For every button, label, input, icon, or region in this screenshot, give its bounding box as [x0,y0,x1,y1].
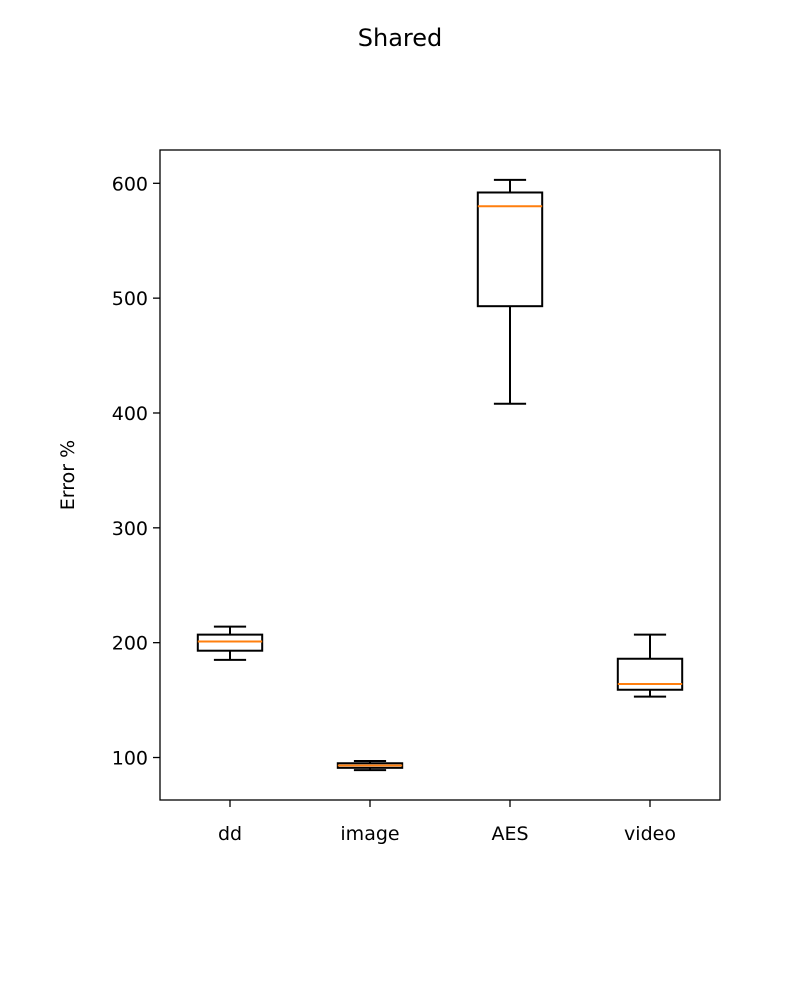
x-tick-label-video: video [624,823,676,845]
box-dd [196,633,264,652]
y-tick-label: 600 [112,173,148,195]
box-video [616,657,684,691]
y-tick-label: 100 [112,748,148,770]
plot-frame [159,149,721,801]
y-tick-label: 300 [112,518,148,540]
y-tick-label: 500 [112,288,148,310]
y-tick-label: 200 [112,633,148,655]
y-tick-label: 400 [112,403,148,425]
y-axis-label: Error % [57,440,79,510]
x-tick-label-image: image [340,823,399,845]
chart-title: Shared [358,24,443,52]
x-tick-label-dd: dd [218,823,242,845]
box-aes [476,191,544,308]
plot-area: 100 200 300 400 500 600 dd image AES video [112,173,684,845]
x-tick-label-aes: AES [491,823,528,845]
